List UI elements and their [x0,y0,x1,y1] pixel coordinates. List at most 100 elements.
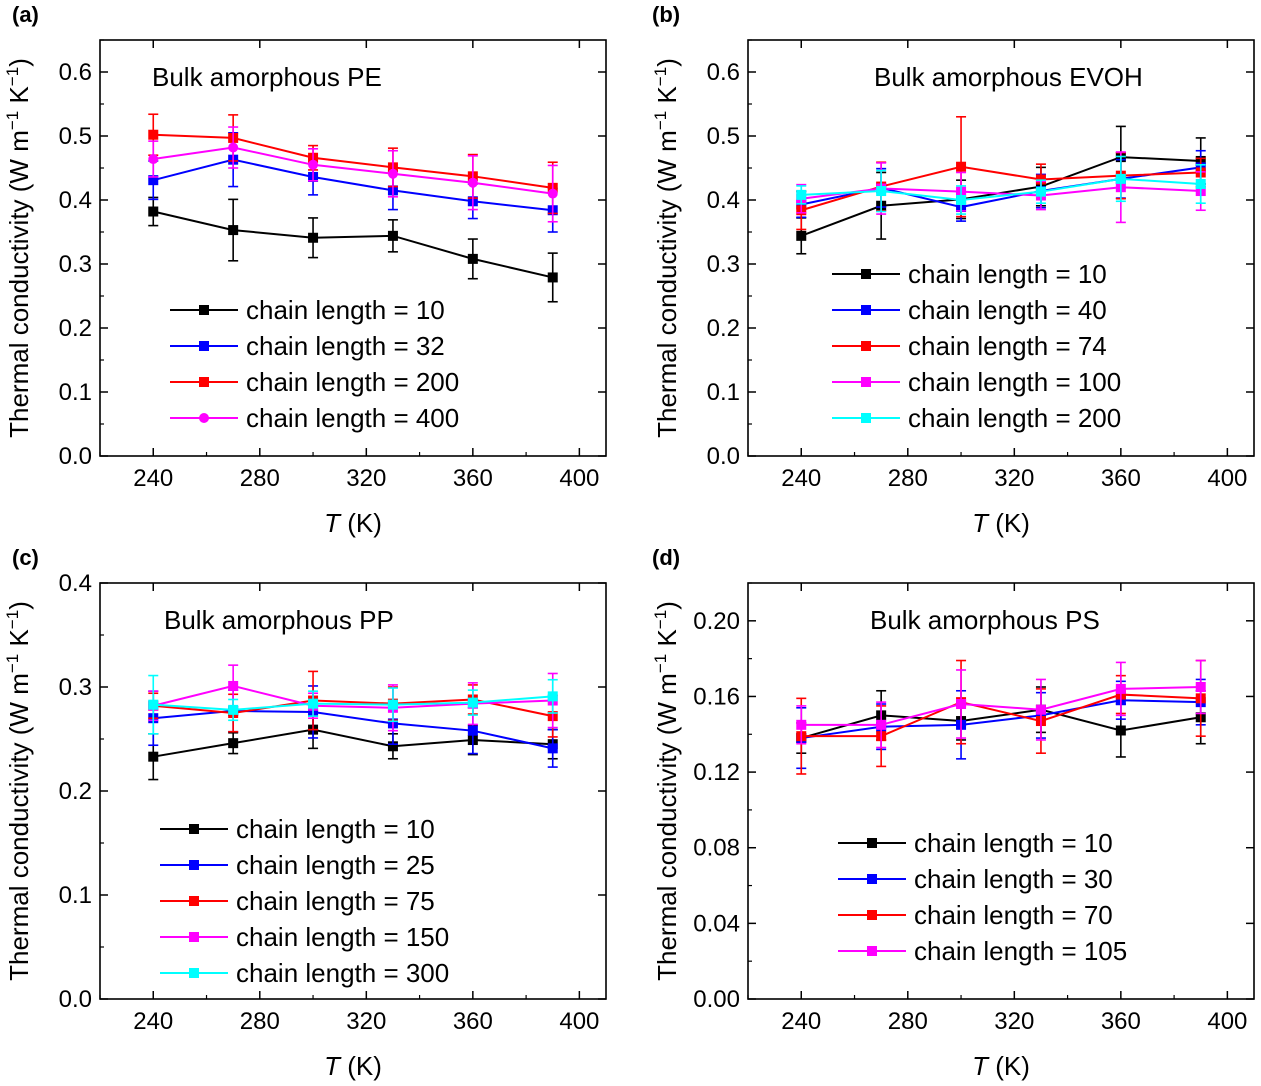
y-axis-label: Thermal conductivity (W m−1 K−1) [651,601,682,981]
legend-label: chain length = 74 [908,331,1107,361]
data-point [387,168,398,179]
y-tick-label: 0.1 [59,882,92,909]
y-tick-label: 0.1 [59,379,92,406]
series-2 [148,685,558,768]
y-tick-label: 0.12 [693,759,740,786]
legend-label: chain length = 105 [914,936,1127,966]
y-axis-label-end: ) [4,58,34,67]
legend-label: chain length = 300 [236,958,449,988]
legend-label: chain length = 25 [236,850,435,880]
legend-entry: chain length = 25 [160,850,435,880]
series-line [153,158,553,212]
plot-frame [747,582,1255,1000]
chart-title: Bulk amorphous EVOH [874,62,1143,92]
legend-entry: chain length = 74 [832,331,1107,361]
x-tick-label: 360 [453,1008,493,1035]
legend-marker [867,874,877,884]
y-tick-label: 0.5 [707,123,740,150]
data-point [1115,683,1126,694]
x-axis-label: T (K) [324,1051,382,1081]
series-1 [148,196,558,303]
legend-entry: chain length = 70 [838,900,1113,930]
legend-label: chain length = 75 [236,886,435,916]
x-axis-label-unit: (K) [340,1051,382,1081]
x-tick-label: 280 [240,1008,280,1035]
y-axis-label-end: ) [652,58,682,67]
panel-label: (c) [12,545,39,570]
series-1 [148,710,558,781]
data-point [956,699,967,710]
legend-marker [861,341,871,351]
data-point [1195,682,1206,692]
x-tick-label: 360 [1101,465,1141,492]
legend-marker [867,910,877,920]
series-line [153,709,553,750]
data-point [1115,725,1126,736]
y-tick-label: 0.5 [59,123,92,150]
panel-label: (a) [12,2,39,27]
y-tick-label: 0.08 [693,835,740,862]
data-point [467,177,478,188]
x-tick-label: 400 [1207,465,1247,492]
y-axis-label-end: ) [4,601,34,610]
data-point [1195,179,1206,189]
y-axis-label-main: Thermal conductivity (W m [4,130,34,438]
data-point [148,699,159,710]
x-axis-label-unit: (K) [988,1051,1030,1081]
legend-entry: chain length = 100 [832,367,1121,397]
y-axis-label-exp: −1 [651,111,670,130]
y-axis-label: Thermal conductivity (W m−1 K−1) [3,58,34,438]
y-tick-label: 0.6 [59,59,92,86]
x-tick-label: 280 [240,465,280,492]
legend-marker [199,413,209,423]
y-axis-label-exp: −1 [3,610,22,629]
y-tick-label: 0.3 [707,251,740,278]
x-tick-label: 360 [1101,1008,1141,1035]
series-line [153,210,553,279]
data-point [547,691,558,702]
series-4 [148,664,558,732]
chart-panel-c: (c) Bulk amorphous PP 240 280 320 360 400 0.0 0.… [3,545,607,1081]
x-tick-label: 360 [453,465,493,492]
legend-marker [189,860,199,870]
legend-marker [861,377,871,387]
legend-entry: chain length = 40 [832,295,1107,325]
data-point [228,142,239,153]
y-tick-label: 0.2 [59,315,92,342]
y-tick-label: 0.2 [59,778,92,805]
legend-marker [861,269,871,279]
legend-entry: chain length = 200 [832,403,1121,433]
legend-label: chain length = 32 [246,331,445,361]
data-point [148,175,159,186]
y-tick-label: 0.0 [59,986,92,1013]
y-axis-label-k: K [4,86,34,111]
legend-marker [189,968,199,978]
y-tick-label: 0.4 [59,187,92,214]
legend-entry: chain length = 10 [160,814,435,844]
legend-entry: chain length = 32 [170,331,445,361]
data-point [228,738,239,749]
data-point [228,704,239,715]
y-tick-label: 0.1 [707,379,740,406]
series-3 [796,116,1206,231]
series-line [801,693,1201,738]
x-axis-label-unit: (K) [988,508,1030,538]
plot-frame [99,39,607,457]
legend-marker [199,341,209,351]
chart-title: Bulk amorphous PE [152,62,382,92]
data-point [796,230,807,241]
legend-label: chain length = 10 [914,828,1113,858]
x-axis-label-unit: (K) [340,508,382,538]
data-point [547,743,558,754]
series-4 [796,659,1206,749]
y-axis-label-main: Thermal conductivity (W m [652,673,682,981]
x-tick-label: 400 [1207,1008,1247,1035]
series-line [801,686,1201,726]
series-2 [148,132,558,233]
data-point [956,195,967,205]
data-point [148,154,159,165]
legend-label: chain length = 200 [908,403,1121,433]
x-tick-label: 320 [346,465,386,492]
legend-label: chain length = 150 [236,922,449,952]
legend-entry: chain length = 10 [170,295,445,325]
